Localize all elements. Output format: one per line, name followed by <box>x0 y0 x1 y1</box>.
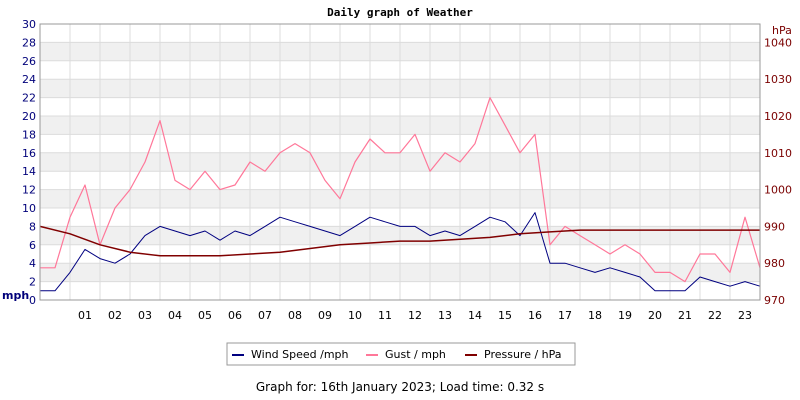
x-tick-label: 20 <box>648 309 662 322</box>
left-tick-label: 10 <box>22 202 36 215</box>
x-tick-label: 21 <box>678 309 692 322</box>
left-tick-label: 6 <box>29 239 36 252</box>
left-tick-label: 0 <box>29 294 36 307</box>
left-tick-label: 20 <box>22 110 36 123</box>
x-tick-label: 16 <box>528 309 542 322</box>
series-pressure <box>39 225 760 257</box>
left-tick-label: 2 <box>29 276 36 289</box>
legend-label-pressure: Pressure / hPa <box>484 348 562 361</box>
x-tick-label: 02 <box>108 309 122 322</box>
x-tick-label: 22 <box>708 309 722 322</box>
right-tick-label: 970 <box>764 294 785 307</box>
legend-label-wind: Wind Speed /mph <box>251 348 349 361</box>
left-tick-label: 30 <box>22 18 36 31</box>
left-tick-label: 16 <box>22 147 36 160</box>
right-tick-label: 1000 <box>764 184 792 197</box>
x-tick-label: 15 <box>498 309 512 322</box>
left-tick-label: 24 <box>22 73 36 86</box>
x-tick-label: 06 <box>228 309 242 322</box>
legend: Wind Speed /mph Gust / mph Pressure / hP… <box>226 342 576 366</box>
x-tick-label: 13 <box>438 309 452 322</box>
right-tick-label: 1040 <box>764 36 792 49</box>
right-tick-label: 1020 <box>764 110 792 123</box>
plot-border <box>39 23 761 301</box>
left-tick-label: 28 <box>22 36 36 49</box>
left-tick-label: 18 <box>22 128 36 141</box>
left-tick-label: 22 <box>22 92 36 105</box>
x-tick-label: 05 <box>198 309 212 322</box>
left-tick-label: 26 <box>22 55 36 68</box>
right-tick-label: 980 <box>764 257 785 270</box>
x-tick-label: 01 <box>78 309 92 322</box>
right-tick-label: 1010 <box>764 147 792 160</box>
x-tick-label: 03 <box>138 309 152 322</box>
graph-footer: Graph for: 16th January 2023; Load time:… <box>255 380 545 394</box>
x-tick-label: 08 <box>288 309 302 322</box>
left-tick-label: 12 <box>22 184 36 197</box>
series-layer <box>39 96 761 292</box>
x-tick-label: 11 <box>378 309 392 322</box>
right-axis-unit: hPa <box>772 24 792 37</box>
x-axis-ticks: 01 02 03 04 05 06 07 08 09 10 11 12 13 14 15 16 17 18 19 20… <box>78 309 752 322</box>
x-tick-label: 12 <box>408 309 422 322</box>
series-wind-speed <box>40 212 761 292</box>
left-tick-label: 4 <box>29 257 36 270</box>
legend-box <box>226 342 576 366</box>
x-tick-label: 14 <box>468 309 482 322</box>
x-tick-label: 10 <box>348 309 362 322</box>
left-tick-label: 14 <box>22 165 36 178</box>
x-tick-label: 23 <box>738 309 752 322</box>
x-tick-label: 18 <box>588 309 602 322</box>
left-axis-unit: mph <box>2 289 29 302</box>
right-tick-label: 990 <box>764 220 785 233</box>
x-tick-label: 17 <box>558 309 572 322</box>
left-tick-label: 8 <box>29 220 36 233</box>
series-gust <box>40 96 761 283</box>
x-tick-label: 04 <box>168 309 182 322</box>
chart-title: Daily graph of Weather <box>327 6 473 19</box>
right-axis-ticks: 970 980 990 1000 1010 1020 1030 1040 <box>764 36 792 307</box>
x-tick-label: 09 <box>318 309 332 322</box>
right-tick-label: 1030 <box>764 73 792 86</box>
legend-label-gust: Gust / mph <box>385 348 446 361</box>
x-tick-label: 19 <box>618 309 632 322</box>
x-tick-label: 07 <box>258 309 272 322</box>
